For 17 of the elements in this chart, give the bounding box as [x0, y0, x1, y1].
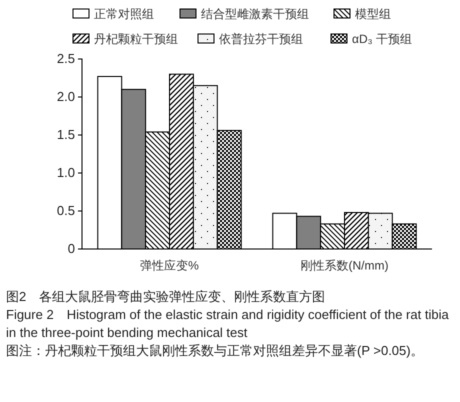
- y-tick-label: 2.0: [56, 89, 75, 104]
- y-tick-label: 0.5: [56, 203, 75, 218]
- caption: 图2 各组大鼠胫骨弯曲实验弹性应变、刚性系数直方图: [6, 288, 326, 306]
- legend-label: 结合型雌激素干预组: [201, 7, 309, 21]
- legend-label: αD₃ 干预组: [352, 32, 412, 46]
- x-tick-label: 弹性应变%: [140, 258, 200, 273]
- y-tick-label: 1.5: [56, 127, 75, 142]
- legend-label: 丹杞颗粒干预组: [94, 32, 178, 46]
- y-tick-label: 1.0: [56, 165, 75, 180]
- caption: Figure 2 Histogram of the elastic strain and rigidity coefficient of the rat tibia in the three-point bending mechanical test: [6, 306, 450, 342]
- legend-label: 正常对照组: [94, 7, 154, 21]
- legend-label: 依普拉芬干预组: [219, 32, 303, 46]
- y-tick-label: 0: [68, 241, 75, 256]
- x-tick-label: 刚性系数(N/mm): [300, 258, 388, 273]
- text: 图注：丹杞颗粒干预组大鼠刚性系数与正常对照组差异不显著(P >0.05)。: [6, 342, 425, 360]
- y-tick-label: 2.5: [56, 51, 75, 66]
- legend-label: 模型组: [355, 7, 391, 21]
